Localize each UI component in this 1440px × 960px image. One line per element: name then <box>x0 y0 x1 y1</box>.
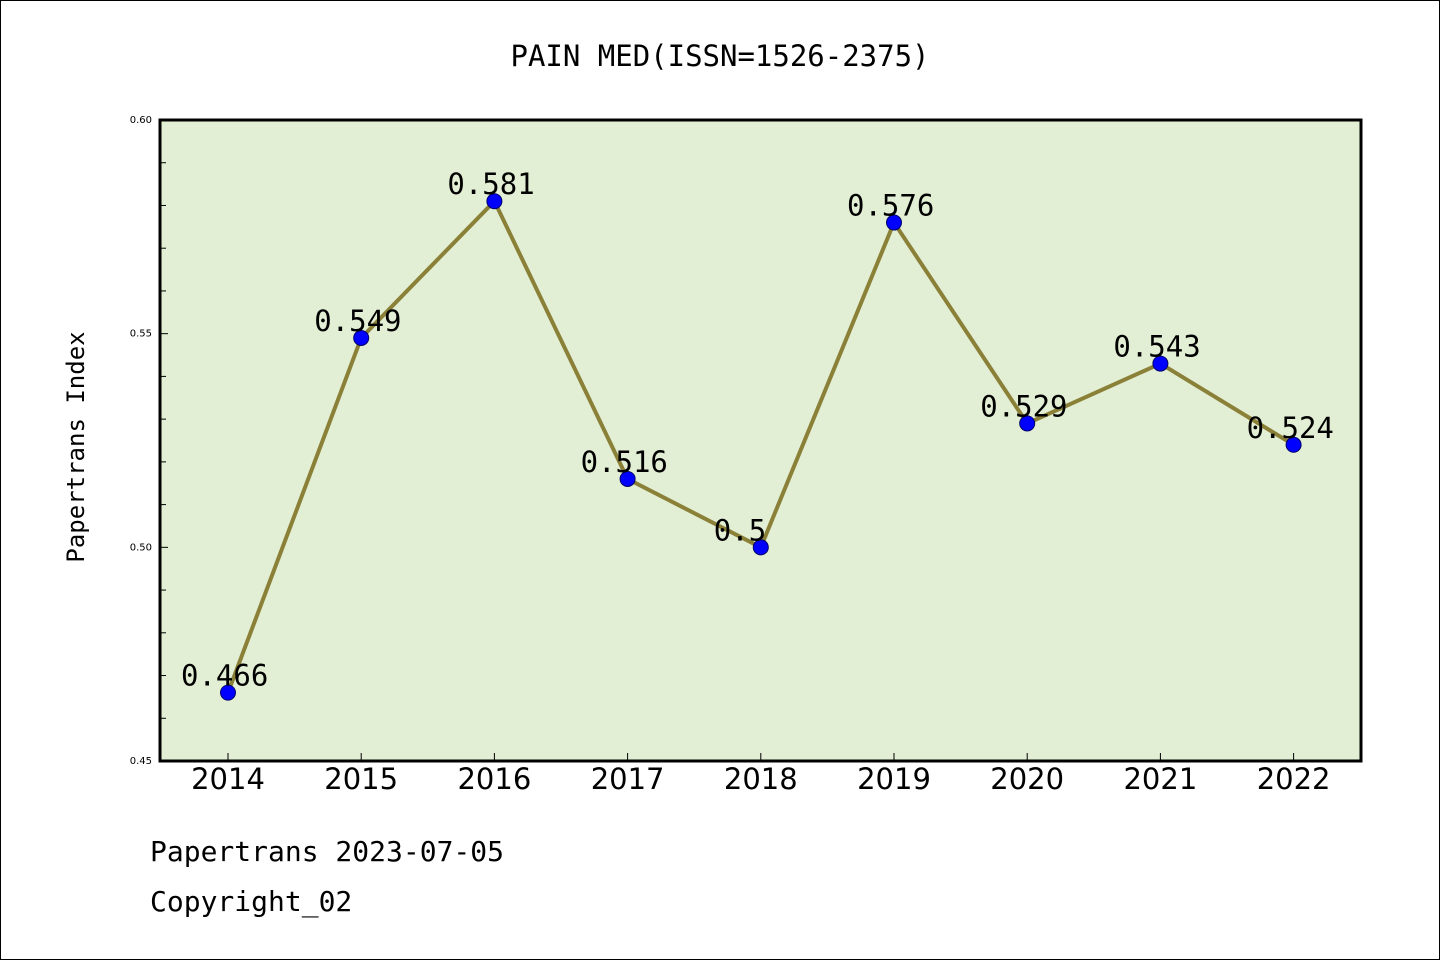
plot-area <box>158 118 1363 763</box>
data-label: 0.581 <box>447 167 534 201</box>
data-point <box>619 470 636 487</box>
data-point <box>486 193 503 210</box>
x-tick-label: 2020 <box>990 762 1064 796</box>
x-tick-label: 2014 <box>191 762 265 796</box>
y-tick-label: 0.60 <box>130 115 152 126</box>
data-label: 0.5 <box>714 513 766 547</box>
data-label: 0.549 <box>314 304 401 338</box>
y-tick-label: 0.50 <box>130 542 152 553</box>
x-tick-label: 2019 <box>857 762 931 796</box>
y-tick-label: 0.45 <box>130 756 152 767</box>
data-label: 0.543 <box>1113 330 1200 364</box>
x-tick-label: 2021 <box>1123 762 1197 796</box>
data-point <box>1152 355 1169 372</box>
data-label: 0.516 <box>581 445 668 479</box>
data-label: 0.524 <box>1247 411 1334 445</box>
data-labels: 0.466 0.549 0.581 0.516 0.5 0.576 0.529 0.543 0.… <box>181 167 1334 692</box>
data-label: 0.529 <box>980 389 1067 423</box>
data-point <box>1019 415 1036 432</box>
data-label: 0.466 <box>181 659 268 693</box>
y-tick-label: 0.55 <box>130 329 152 340</box>
series-markers <box>220 193 1302 701</box>
data-label: 0.576 <box>847 189 934 223</box>
x-tick-label: 2016 <box>457 762 531 796</box>
x-axis: 2014 2015 2016 2017 2018 2019 2020 2021 2022 <box>191 753 1331 796</box>
data-point <box>353 329 370 346</box>
y-axis: 0.45 0.50 0.55 0.60 <box>130 115 168 767</box>
x-tick-label: 2022 <box>1257 762 1331 796</box>
chart-title: PAIN MED(ISSN=1526-2375) <box>510 39 929 73</box>
x-tick-label: 2018 <box>724 762 798 796</box>
data-point <box>1285 436 1302 453</box>
x-tick-label: 2017 <box>591 762 665 796</box>
x-tick-label: 2015 <box>324 762 398 796</box>
data-point <box>220 684 236 701</box>
y-axis-label: Papertrans Index <box>62 331 90 562</box>
footer-copyright: Copyright_02 <box>150 885 353 918</box>
footer-source: Papertrans 2023-07-05 <box>150 835 505 868</box>
data-point <box>886 214 902 231</box>
data-point <box>752 539 769 556</box>
